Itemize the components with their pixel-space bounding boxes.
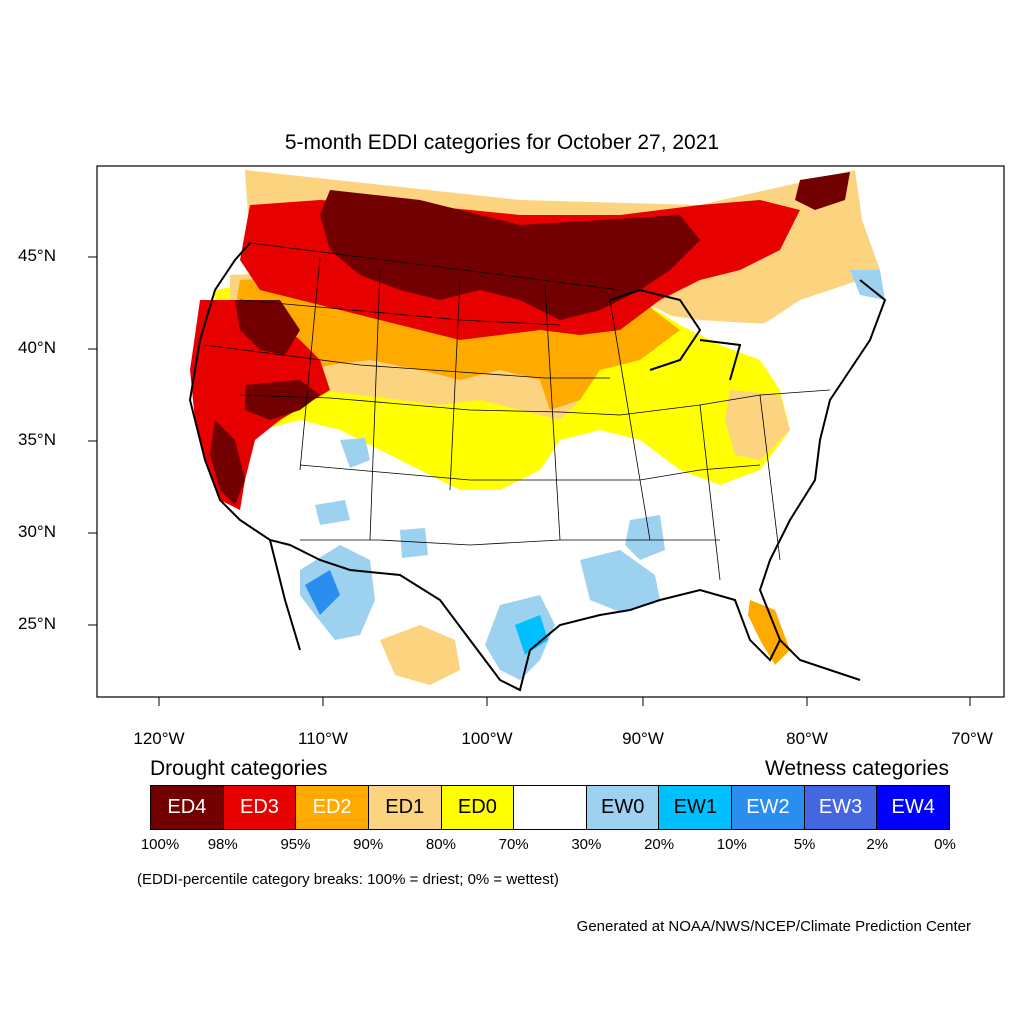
category-legend: ED4 ED3 ED2 ED1 ED0 EW0 EW1 EW2 EW3 EW4 (150, 785, 950, 830)
legend-break-label: 90% (353, 836, 384, 853)
map-frame (96, 165, 1005, 698)
lat-label-40: 40°N (18, 338, 56, 357)
legend-break-label: 30% (571, 836, 602, 853)
legend-break-label: 70% (498, 836, 529, 853)
legend-swatch-ew3: EW3 (804, 786, 878, 829)
legend-swatch-neutral (514, 786, 587, 829)
legend-break-label: 5% (793, 836, 816, 853)
legend-break-label: 2% (866, 836, 889, 853)
legend-break-label: 0% (934, 836, 956, 853)
credit-line: Generated at NOAA/NWS/NCEP/Climate Predi… (576, 918, 971, 935)
lon-label-90: 90°W (622, 729, 664, 748)
ew2-region (305, 570, 340, 615)
lon-label-100: 100°W (461, 729, 513, 748)
lon-label-110: 110°W (298, 729, 348, 748)
coastlines (188, 242, 887, 692)
legend-swatch-ed0: ED0 (441, 786, 515, 829)
legend-break-label: 100% (140, 836, 180, 853)
lat-label-35: 35°N (18, 430, 56, 449)
legend-break-label: 20% (644, 836, 675, 853)
legend-swatch-ew2: EW2 (732, 786, 805, 829)
ed4-region (320, 190, 700, 320)
lat-label-30: 30°N (18, 522, 56, 541)
wetness-heading: Wetness categories (764, 757, 949, 780)
legend-break-label: 80% (425, 836, 456, 853)
legend-swatch-ed1: ED1 (368, 786, 442, 829)
lon-label-70: 70°W (951, 729, 993, 748)
legend-swatch-ed3: ED3 (223, 786, 297, 829)
drought-heading: Drought categories (150, 757, 328, 780)
lat-label-45: 45°N (18, 246, 56, 265)
state-boundaries (204, 242, 831, 581)
map-title: 5-month EDDI categories for October 27, … (284, 131, 720, 154)
legend-break-label: 95% (280, 836, 311, 853)
lon-label-120: 120°W (133, 729, 185, 748)
legend-swatch-ed4: ED4 (151, 786, 224, 829)
lon-label-80: 80°W (786, 729, 828, 748)
legend-break-label: 98% (207, 836, 238, 853)
ew1-region (515, 615, 548, 655)
lat-label-25: 25°N (18, 614, 56, 633)
legend-swatch-ew4: EW4 (877, 786, 950, 829)
legend-swatch-ew0: EW0 (586, 786, 660, 829)
legend-swatch-ew1: EW1 (659, 786, 733, 829)
category-note: (EDDI-percentile category breaks: 100% =… (137, 871, 559, 888)
legend-break-label: 10% (716, 836, 747, 853)
legend-swatch-ed2: ED2 (296, 786, 369, 829)
